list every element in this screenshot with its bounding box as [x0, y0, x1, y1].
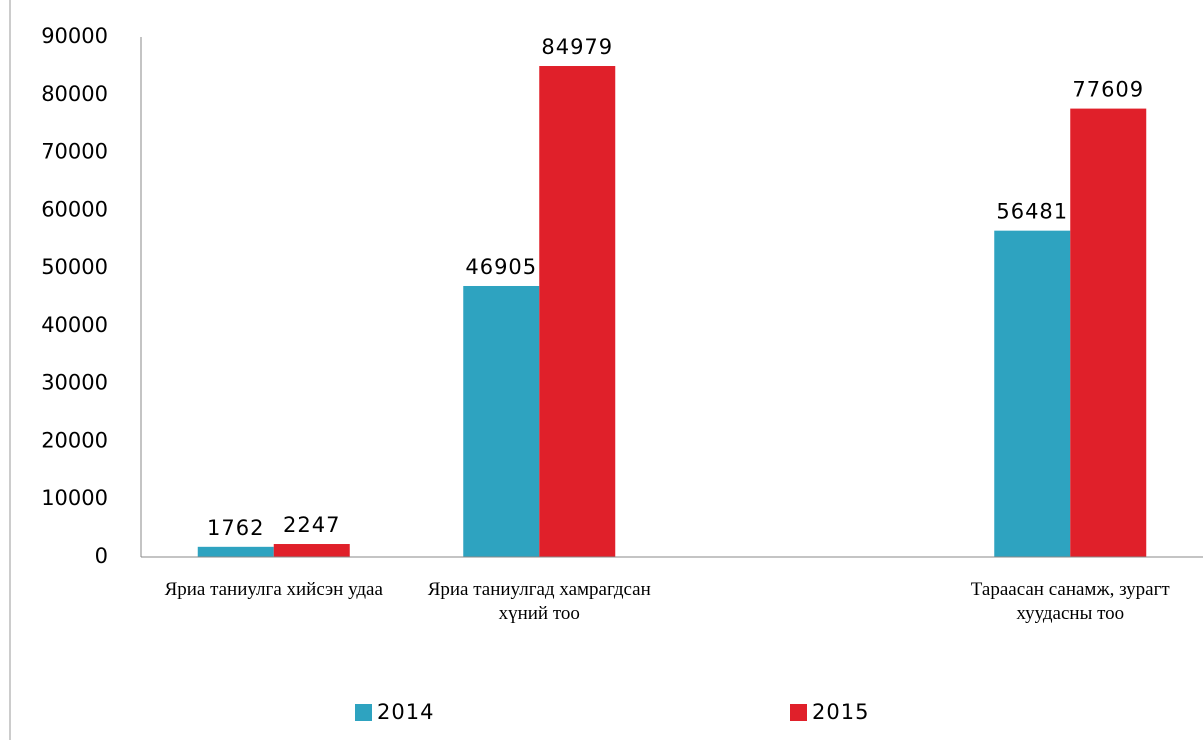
bar — [1070, 108, 1147, 558]
bar — [463, 285, 540, 557]
y-tick-label: 0 — [95, 544, 108, 568]
data-label: 56481 — [996, 200, 1068, 224]
data-label: 2247 — [283, 513, 340, 537]
y-tick-label: 70000 — [41, 140, 108, 164]
x-tick-label: Тараасан санамж, зурагт хуудасны тоо — [970, 579, 1170, 624]
y-tick-label: 90000 — [41, 24, 108, 48]
y-tick-label: 10000 — [41, 486, 108, 510]
bar — [994, 230, 1071, 557]
x-tick-label: Яриа таниулга хийсэн удаа — [164, 579, 383, 600]
data-label: 84979 — [541, 35, 613, 59]
y-tick-label: 20000 — [41, 428, 108, 452]
bar — [539, 66, 616, 557]
data-label: 46905 — [465, 255, 537, 279]
bar — [273, 544, 350, 557]
y-tick-label: 40000 — [41, 313, 108, 337]
legend-label: 2014 — [377, 700, 434, 724]
data-label: 77609 — [1072, 78, 1144, 102]
y-tick-label: 30000 — [41, 371, 108, 395]
y-tick-label: 60000 — [41, 197, 108, 221]
x-tick-label: Яриа таниулгад хамрагдсан хүний тоо — [427, 579, 651, 624]
legend-label: 2015 — [812, 700, 869, 724]
legend-swatch — [355, 704, 372, 721]
y-tick-label: 50000 — [41, 255, 108, 279]
y-tick-label: 80000 — [41, 82, 108, 106]
bar — [197, 546, 274, 557]
data-label: 1762 — [207, 516, 264, 540]
legend-swatch — [790, 704, 807, 721]
